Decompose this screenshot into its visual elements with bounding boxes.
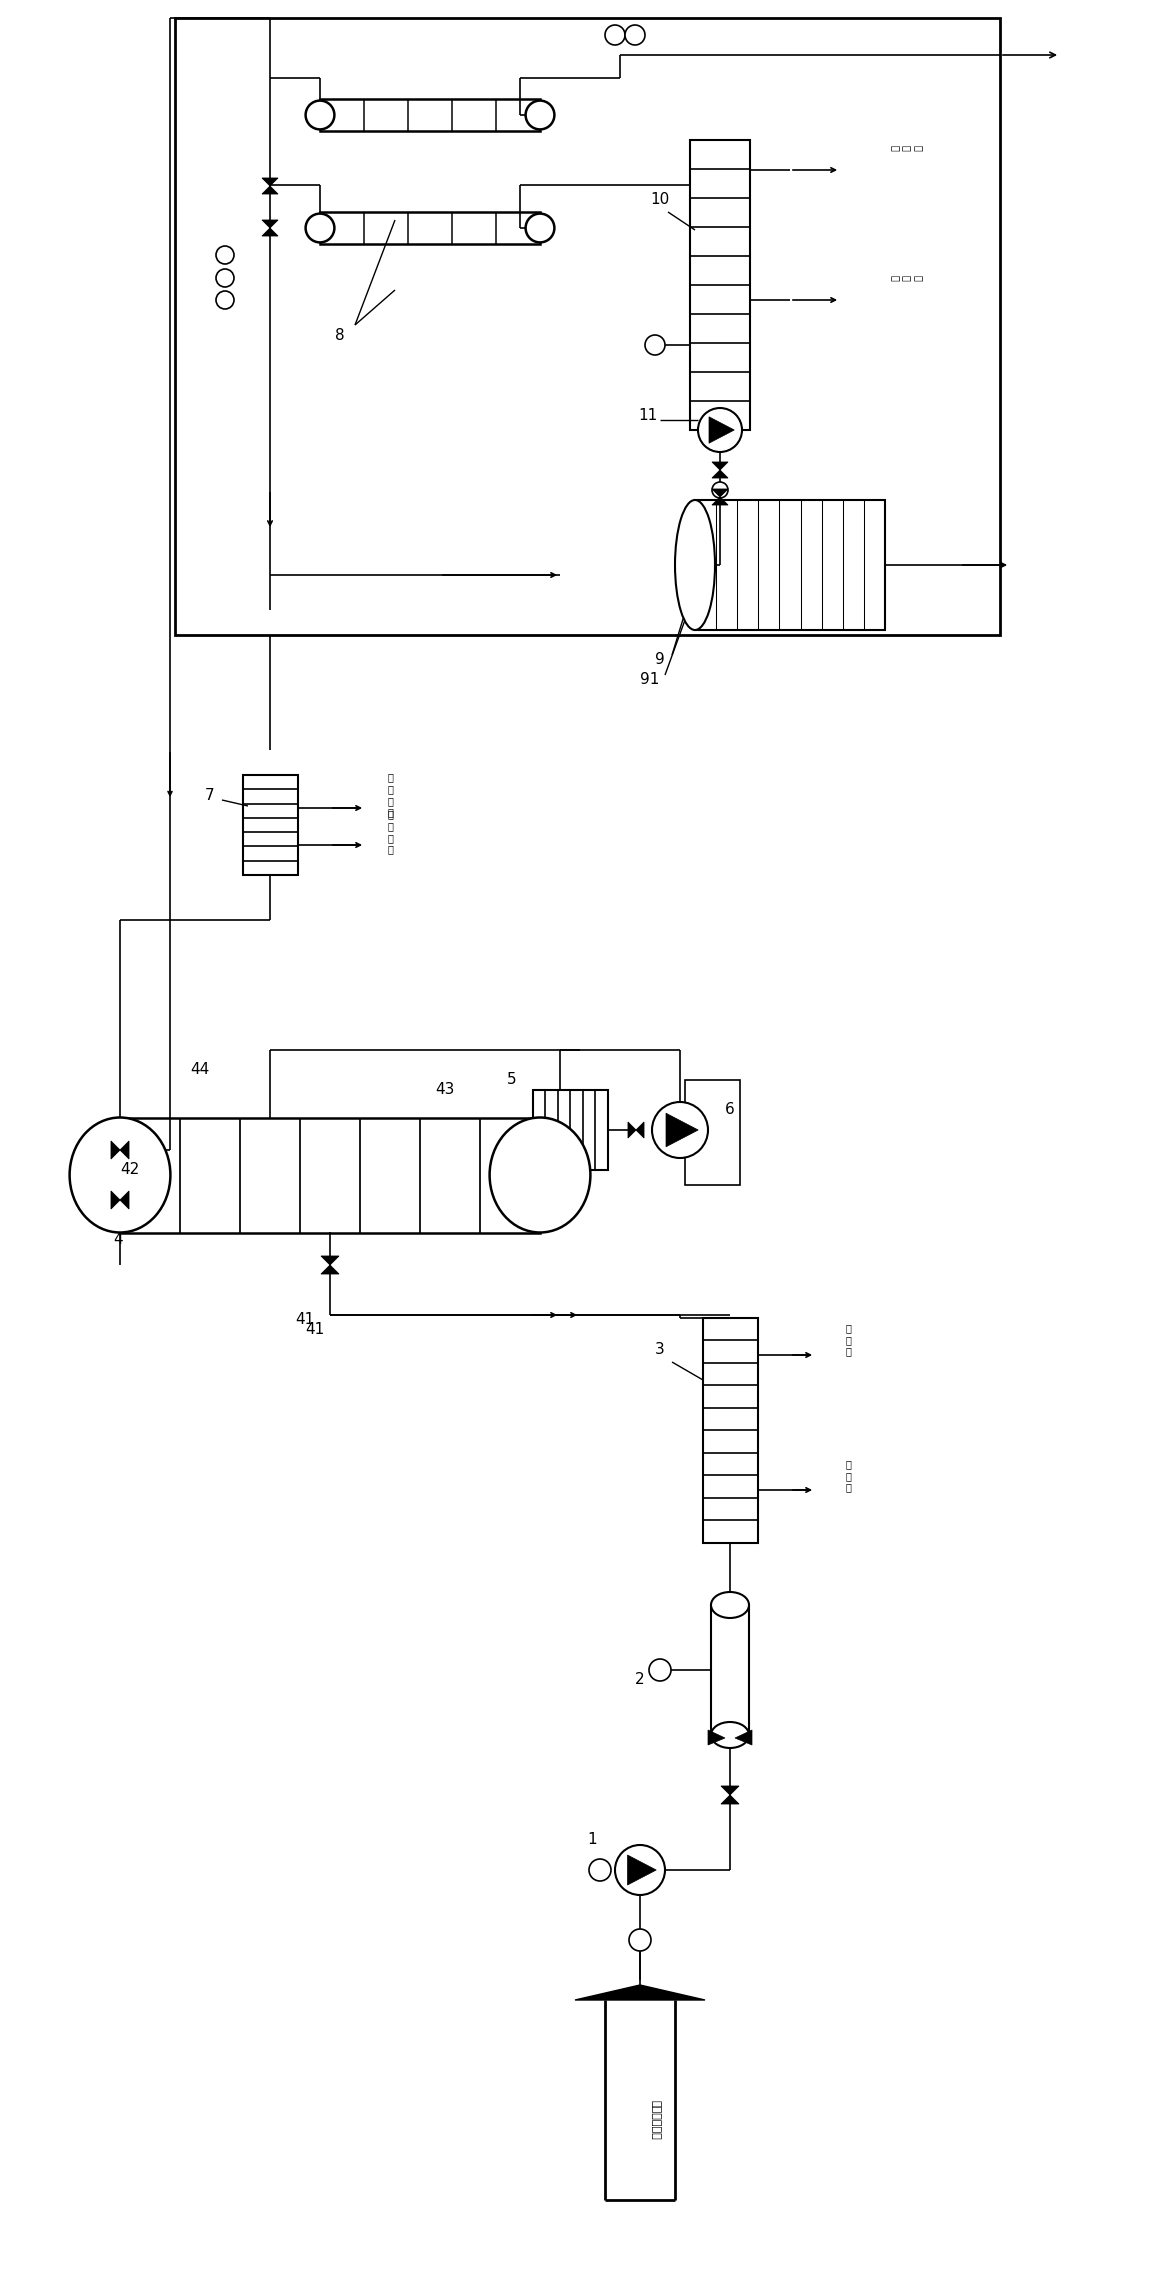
Polygon shape: [709, 417, 735, 442]
Polygon shape: [263, 219, 278, 228]
Polygon shape: [111, 1140, 120, 1158]
Bar: [120, 1117, 540, 1233]
Text: 1: 1: [587, 1833, 597, 1847]
Circle shape: [525, 214, 554, 242]
Polygon shape: [575, 1986, 706, 2000]
Circle shape: [713, 481, 728, 497]
Circle shape: [216, 246, 234, 264]
Circle shape: [645, 335, 665, 356]
Circle shape: [699, 408, 742, 451]
Text: 5: 5: [507, 1072, 517, 1088]
Bar: [684, 1081, 740, 1186]
Bar: [711, 1605, 749, 1735]
Text: 8: 8: [335, 328, 345, 342]
Polygon shape: [708, 1731, 725, 1744]
Ellipse shape: [711, 1591, 749, 1619]
Bar: [702, 1318, 757, 1544]
Text: 91: 91: [640, 673, 660, 689]
Bar: [532, 1090, 607, 1170]
Bar: [175, 18, 1000, 636]
Text: 11: 11: [639, 408, 657, 422]
Text: 42: 42: [121, 1163, 139, 1176]
Circle shape: [615, 1845, 665, 1895]
Polygon shape: [111, 1190, 120, 1208]
Polygon shape: [263, 228, 278, 237]
Text: 41: 41: [306, 1322, 325, 1338]
Text: 冷
水
出: 冷 水 出: [890, 146, 924, 150]
Polygon shape: [636, 1122, 643, 1138]
Text: 循
环
水
出: 循 环 水 出: [387, 773, 393, 819]
Text: 冷
水
出: 冷 水 出: [845, 1322, 851, 1357]
Text: 9: 9: [655, 652, 665, 668]
Circle shape: [590, 1858, 611, 1881]
Bar: [690, 139, 750, 431]
Circle shape: [216, 269, 234, 287]
Text: 循
环
水
进: 循 环 水 进: [387, 809, 393, 855]
Polygon shape: [263, 178, 278, 187]
Ellipse shape: [490, 1117, 591, 1233]
Text: 7: 7: [205, 787, 214, 803]
Polygon shape: [321, 1265, 339, 1275]
Bar: [320, 212, 540, 244]
Circle shape: [525, 100, 554, 130]
Polygon shape: [713, 470, 728, 479]
Circle shape: [649, 1660, 672, 1680]
Circle shape: [216, 292, 234, 310]
Text: 3: 3: [655, 1343, 665, 1357]
Circle shape: [625, 25, 645, 46]
Ellipse shape: [711, 1721, 749, 1749]
Text: 43: 43: [435, 1083, 455, 1097]
Circle shape: [629, 1929, 650, 1952]
Text: 氨气从装置来: 氨气从装置来: [650, 2100, 660, 2141]
Circle shape: [306, 100, 334, 130]
Text: 44: 44: [190, 1062, 210, 1078]
Text: 41: 41: [295, 1313, 314, 1327]
Polygon shape: [735, 1731, 752, 1744]
Bar: [320, 98, 540, 130]
Polygon shape: [666, 1113, 699, 1147]
Text: 冷
水
进: 冷 水 进: [845, 1459, 851, 1493]
Text: 6: 6: [725, 1104, 735, 1117]
Circle shape: [605, 25, 625, 46]
Text: 4: 4: [114, 1233, 123, 1247]
Circle shape: [306, 214, 334, 242]
Bar: [695, 499, 885, 629]
Polygon shape: [721, 1794, 740, 1803]
Text: 冷
水
进: 冷 水 进: [890, 276, 924, 280]
Polygon shape: [713, 488, 728, 497]
Ellipse shape: [69, 1117, 170, 1233]
Polygon shape: [120, 1140, 129, 1158]
Polygon shape: [713, 497, 728, 504]
Ellipse shape: [675, 499, 715, 629]
Text: 10: 10: [650, 192, 669, 207]
Polygon shape: [627, 1856, 656, 1886]
Polygon shape: [721, 1785, 740, 1794]
Polygon shape: [321, 1256, 339, 1265]
Polygon shape: [120, 1190, 129, 1208]
Bar: [243, 775, 298, 876]
Polygon shape: [628, 1122, 636, 1138]
Polygon shape: [713, 463, 728, 470]
Polygon shape: [263, 187, 278, 194]
Circle shape: [652, 1101, 708, 1158]
Text: 2: 2: [635, 1674, 645, 1687]
